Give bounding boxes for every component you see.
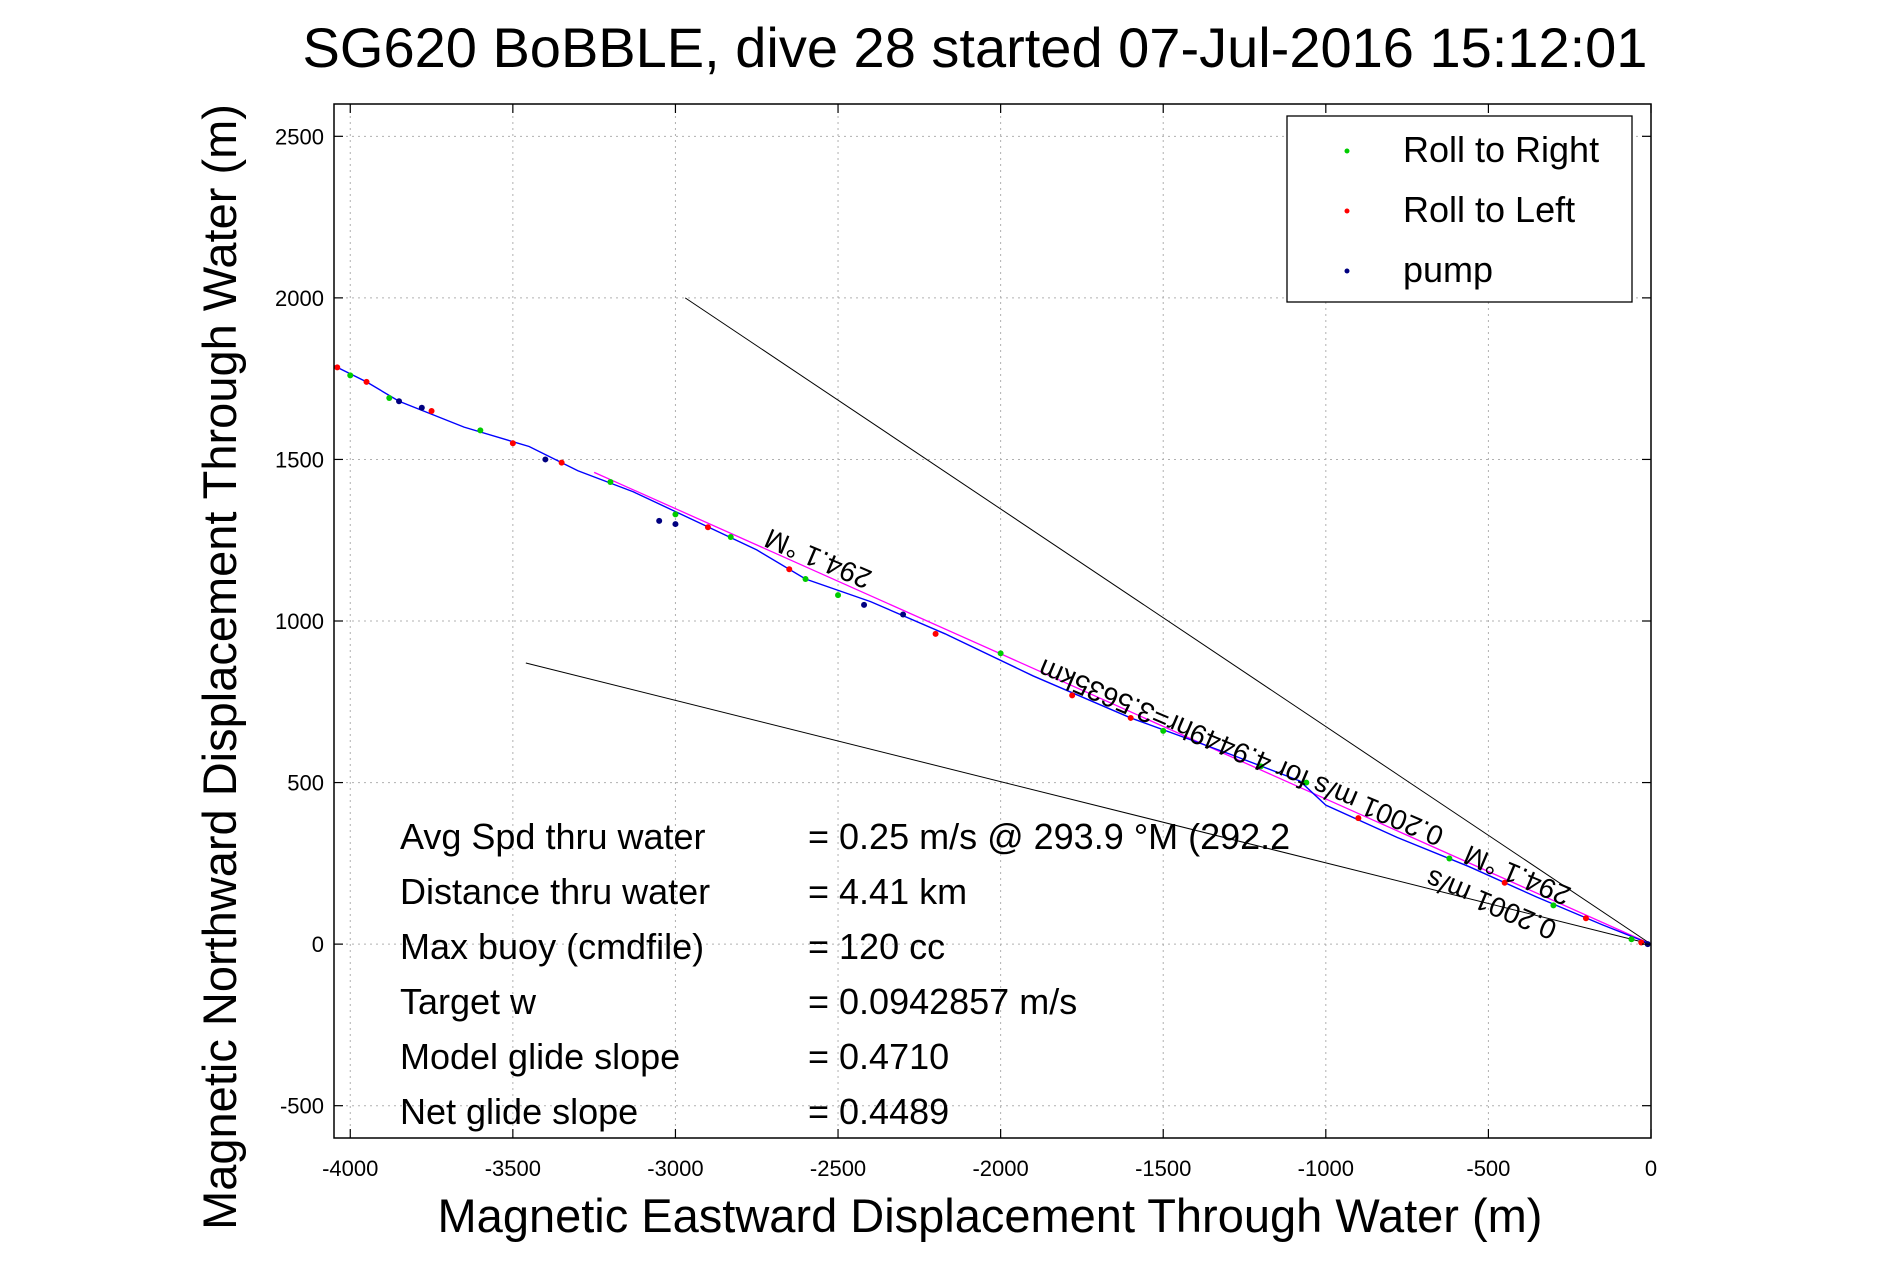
- legend-marker: [1344, 268, 1350, 274]
- roll-right-point: [727, 533, 734, 540]
- x-tick-label: -4000: [322, 1156, 378, 1181]
- roll-right-point: [1303, 779, 1310, 786]
- ticks: -4000 -3500 -3000 -2500 -2000 -1500 -1000 -500 0…: [275, 104, 1657, 1181]
- y-tick-label: -500: [280, 1094, 324, 1119]
- reference-line: [525, 662, 1652, 945]
- roll-right-point: [1257, 763, 1264, 770]
- pump-point: [418, 404, 425, 411]
- roll-right-point: [1160, 727, 1167, 734]
- roll-left-point: [363, 378, 370, 385]
- roll-right-point: [1446, 855, 1453, 862]
- roll-left-point: [1127, 714, 1134, 721]
- stat-label: Target w: [400, 981, 537, 1022]
- roll-right-point: [997, 650, 1004, 657]
- stat-label: Net glide slope: [400, 1091, 638, 1132]
- stat-label: Avg Spd thru water: [400, 816, 706, 857]
- roll-right-point: [607, 479, 614, 486]
- stat-label: Distance thru water: [400, 871, 710, 912]
- legend-label: Roll to Right: [1403, 129, 1599, 170]
- x-tick-label: -3500: [485, 1156, 541, 1181]
- x-tick-label: -2000: [972, 1156, 1028, 1181]
- stat-label: Max buoy (cmdfile): [400, 926, 704, 967]
- roll-left-point: [704, 524, 711, 531]
- roll-right-point: [1628, 936, 1635, 943]
- y-axis-label: Magnetic Northward Displacement Through …: [193, 104, 246, 1230]
- roll-left-point: [786, 566, 793, 573]
- pump-point: [672, 521, 679, 528]
- x-tick-label: 0: [1645, 1156, 1657, 1181]
- x-axis-label: Magnetic Eastward Displacement Through W…: [438, 1189, 1543, 1242]
- y-tick-label: 1500: [275, 447, 324, 472]
- x-tick-label: -2500: [810, 1156, 866, 1181]
- roll-left-point: [558, 459, 565, 466]
- roll-right-point: [802, 575, 809, 582]
- roll-left-point: [509, 440, 516, 447]
- pump-point: [656, 517, 663, 524]
- roll-left-point: [1355, 815, 1362, 822]
- pump-point: [861, 601, 868, 608]
- track-group: [333, 365, 1652, 945]
- roll-right-point: [477, 427, 484, 434]
- x-tick-label: -1000: [1298, 1156, 1354, 1181]
- pump-point: [542, 456, 549, 463]
- legend-label: Roll to Left: [1403, 189, 1575, 230]
- pump-point: [900, 611, 907, 618]
- stat-value: = 0.0942857 m/s: [808, 981, 1077, 1022]
- stats-block: Avg Spd thru water = 0.25 m/s @ 293.9 °M …: [400, 816, 1290, 1132]
- y-tick-label: 2500: [275, 124, 324, 149]
- legend: Roll to Right Roll to Left pump: [1286, 115, 1633, 303]
- stat-value: = 0.25 m/s @ 293.9 °M (292.2: [808, 816, 1290, 857]
- stat-label: Model glide slope: [400, 1036, 680, 1077]
- fit-line-group: [593, 471, 1652, 945]
- roll-left-point: [1501, 879, 1508, 886]
- roll-left-point: [334, 364, 341, 371]
- legend-marker: [1344, 148, 1350, 154]
- stat-value: = 4.41 km: [808, 871, 967, 912]
- reference-lines: [525, 297, 1652, 945]
- dive-track-line: [333, 365, 1652, 945]
- y-tick-label: 500: [287, 771, 324, 796]
- x-tick-label: -3000: [647, 1156, 703, 1181]
- chart-title: SG620 BoBBLE, dive 28 started 07-Jul-201…: [303, 16, 1648, 79]
- legend-label: pump: [1403, 249, 1493, 290]
- y-tick-label: 2000: [275, 286, 324, 311]
- roll-left-point: [932, 630, 939, 637]
- roll-left-point: [1069, 692, 1076, 699]
- legend-marker: [1344, 208, 1350, 214]
- roll-left-point: [428, 407, 435, 414]
- x-tick-label: -1500: [1135, 1156, 1191, 1181]
- roll-right-point: [347, 372, 354, 379]
- roll-right-point: [835, 592, 842, 599]
- x-tick-label: -500: [1466, 1156, 1510, 1181]
- stat-value: = 0.4489: [808, 1091, 949, 1132]
- y-tick-label: 0: [312, 932, 324, 957]
- pump-point: [396, 398, 403, 405]
- fit-line: [593, 471, 1652, 945]
- roll-right-point: [386, 395, 393, 402]
- y-tick-label: 1000: [275, 609, 324, 634]
- stat-value: = 120 cc: [808, 926, 945, 967]
- reference-line: [684, 297, 1652, 945]
- roll-left-point: [1582, 915, 1589, 922]
- markers-group: [334, 364, 1651, 948]
- roll-right-point: [1550, 902, 1557, 909]
- roll-right-point: [672, 511, 679, 518]
- stat-value: = 0.4710: [808, 1036, 949, 1077]
